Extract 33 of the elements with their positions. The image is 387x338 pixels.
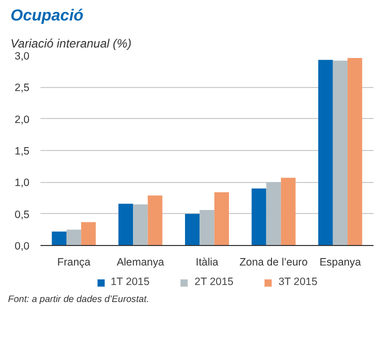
y-tick-label: 2,5 <box>14 82 30 94</box>
legend-label: 1T 2015 <box>110 276 150 288</box>
x-tick-label: França <box>57 256 90 268</box>
y-tick-label: 3,0 <box>14 50 30 62</box>
y-tick-label: 1,0 <box>14 177 30 190</box>
bar <box>133 204 148 246</box>
chart-subtitle: Variació interanual (%) <box>10 36 132 50</box>
y-tick-label: 1,5 <box>14 146 30 158</box>
x-tick-label: Itàlia <box>196 256 218 268</box>
bar <box>185 214 200 246</box>
bar <box>348 58 362 246</box>
x-tick-label: Alemanya <box>116 256 164 268</box>
y-tick-label: 2,0 <box>14 114 30 126</box>
legend-label: 2T 2015 <box>194 276 234 288</box>
bar <box>200 210 214 246</box>
bar <box>280 178 296 246</box>
bar <box>214 192 229 246</box>
x-tick-label: Espanya <box>319 256 362 268</box>
y-tick-label: 0,5 <box>14 208 30 221</box>
bar <box>118 204 134 246</box>
bar <box>81 222 96 246</box>
bar <box>252 188 266 246</box>
text: Font: a partir de dades d’Eurostat. <box>8 293 150 306</box>
x-tick-label: Zona de l’euro <box>240 256 308 268</box>
bar <box>52 232 66 246</box>
y-tick-label: 0,0 <box>14 240 30 252</box>
legend-label: 3T 2015 <box>278 276 318 288</box>
bar <box>66 230 82 246</box>
bar <box>148 195 162 246</box>
bar <box>318 60 333 246</box>
bar <box>332 60 348 246</box>
bar <box>266 182 281 246</box>
chart-title: Ocupació <box>10 8 84 24</box>
